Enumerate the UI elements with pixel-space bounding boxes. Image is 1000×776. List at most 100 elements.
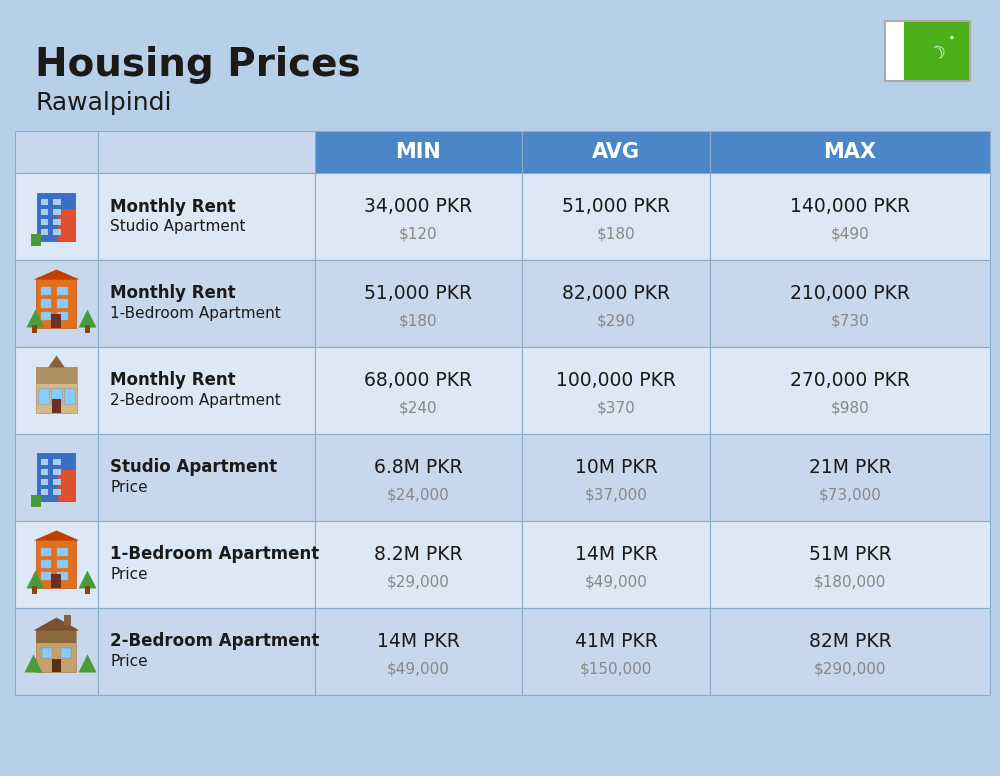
FancyBboxPatch shape: [53, 490, 60, 496]
FancyBboxPatch shape: [41, 311, 52, 320]
FancyBboxPatch shape: [31, 234, 41, 247]
Text: 14M PKR: 14M PKR: [575, 545, 657, 563]
Text: 1-Bedroom Apartment: 1-Bedroom Apartment: [110, 546, 319, 563]
FancyBboxPatch shape: [710, 131, 990, 173]
FancyBboxPatch shape: [98, 434, 315, 521]
FancyBboxPatch shape: [52, 574, 61, 588]
Text: 82M PKR: 82M PKR: [809, 632, 891, 650]
FancyBboxPatch shape: [15, 173, 98, 260]
FancyBboxPatch shape: [15, 260, 98, 347]
FancyBboxPatch shape: [41, 209, 48, 214]
FancyBboxPatch shape: [41, 219, 48, 224]
FancyBboxPatch shape: [41, 287, 52, 296]
FancyBboxPatch shape: [53, 228, 60, 234]
FancyBboxPatch shape: [15, 521, 98, 608]
Text: 41M PKR: 41M PKR: [575, 632, 657, 650]
FancyBboxPatch shape: [36, 541, 76, 588]
FancyBboxPatch shape: [64, 615, 72, 625]
Text: $49,000: $49,000: [387, 661, 450, 677]
Text: 51,000 PKR: 51,000 PKR: [562, 196, 670, 216]
Text: AVG: AVG: [592, 142, 640, 162]
FancyBboxPatch shape: [64, 389, 76, 404]
FancyBboxPatch shape: [52, 400, 61, 414]
Text: 14M PKR: 14M PKR: [377, 632, 460, 650]
Polygon shape: [34, 618, 80, 630]
FancyBboxPatch shape: [98, 131, 315, 173]
Text: $980: $980: [831, 400, 869, 415]
Text: Studio Apartment: Studio Apartment: [110, 459, 277, 476]
FancyBboxPatch shape: [315, 521, 522, 608]
Text: $180: $180: [399, 314, 438, 328]
Text: 2-Bedroom Apartment: 2-Bedroom Apartment: [110, 632, 319, 650]
FancyBboxPatch shape: [710, 434, 990, 521]
FancyBboxPatch shape: [710, 260, 990, 347]
FancyBboxPatch shape: [41, 560, 52, 569]
FancyBboxPatch shape: [885, 21, 904, 81]
Text: Monthly Rent: Monthly Rent: [110, 198, 236, 216]
Text: 51,000 PKR: 51,000 PKR: [364, 283, 473, 303]
Text: MIN: MIN: [396, 142, 441, 162]
FancyBboxPatch shape: [53, 480, 60, 486]
Text: $180: $180: [597, 227, 635, 241]
FancyBboxPatch shape: [522, 260, 710, 347]
Text: $290,000: $290,000: [814, 661, 886, 677]
Text: Monthly Rent: Monthly Rent: [110, 372, 236, 390]
FancyBboxPatch shape: [42, 649, 52, 659]
Text: Studio Apartment: Studio Apartment: [110, 219, 246, 234]
Text: 140,000 PKR: 140,000 PKR: [790, 196, 910, 216]
Text: $180,000: $180,000: [814, 574, 886, 590]
Text: 51M PKR: 51M PKR: [809, 545, 891, 563]
Text: 8.2M PKR: 8.2M PKR: [374, 545, 463, 563]
FancyBboxPatch shape: [60, 649, 70, 659]
Text: 100,000 PKR: 100,000 PKR: [556, 371, 676, 390]
Polygon shape: [34, 531, 80, 541]
FancyBboxPatch shape: [41, 300, 52, 307]
FancyBboxPatch shape: [98, 173, 315, 260]
FancyBboxPatch shape: [315, 347, 522, 434]
FancyBboxPatch shape: [315, 434, 522, 521]
Text: $120: $120: [399, 227, 438, 241]
FancyBboxPatch shape: [41, 459, 48, 466]
FancyBboxPatch shape: [57, 560, 68, 569]
FancyBboxPatch shape: [53, 219, 60, 224]
FancyBboxPatch shape: [522, 131, 710, 173]
FancyBboxPatch shape: [52, 314, 61, 327]
Polygon shape: [78, 570, 96, 588]
Text: ✦: ✦: [949, 35, 955, 41]
Text: 34,000 PKR: 34,000 PKR: [364, 196, 473, 216]
FancyBboxPatch shape: [58, 210, 76, 241]
Text: $240: $240: [399, 400, 438, 415]
FancyBboxPatch shape: [31, 496, 41, 508]
Text: 2-Bedroom Apartment: 2-Bedroom Apartment: [110, 393, 281, 408]
FancyBboxPatch shape: [57, 573, 68, 580]
Polygon shape: [78, 654, 96, 673]
Text: $29,000: $29,000: [387, 574, 450, 590]
Text: 6.8M PKR: 6.8M PKR: [374, 458, 463, 476]
Text: $290: $290: [597, 314, 635, 328]
FancyBboxPatch shape: [522, 608, 710, 695]
Text: 68,000 PKR: 68,000 PKR: [364, 371, 473, 390]
Polygon shape: [24, 654, 42, 673]
FancyBboxPatch shape: [98, 521, 315, 608]
FancyBboxPatch shape: [38, 389, 49, 404]
FancyBboxPatch shape: [710, 608, 990, 695]
Text: 21M PKR: 21M PKR: [809, 458, 891, 476]
FancyBboxPatch shape: [41, 228, 48, 234]
Text: Price: Price: [110, 654, 148, 669]
FancyBboxPatch shape: [36, 630, 76, 643]
Text: 1-Bedroom Apartment: 1-Bedroom Apartment: [110, 306, 281, 321]
FancyBboxPatch shape: [36, 279, 76, 327]
FancyBboxPatch shape: [41, 480, 48, 486]
Text: MAX: MAX: [824, 142, 876, 162]
FancyBboxPatch shape: [36, 368, 77, 414]
FancyBboxPatch shape: [53, 199, 60, 205]
FancyBboxPatch shape: [58, 470, 76, 501]
FancyBboxPatch shape: [57, 287, 68, 296]
Text: ☽: ☽: [927, 40, 949, 63]
FancyBboxPatch shape: [522, 173, 710, 260]
Text: Price: Price: [110, 567, 148, 582]
FancyBboxPatch shape: [57, 549, 68, 556]
FancyBboxPatch shape: [98, 347, 315, 434]
FancyBboxPatch shape: [37, 192, 75, 241]
Text: $49,000: $49,000: [585, 574, 647, 590]
